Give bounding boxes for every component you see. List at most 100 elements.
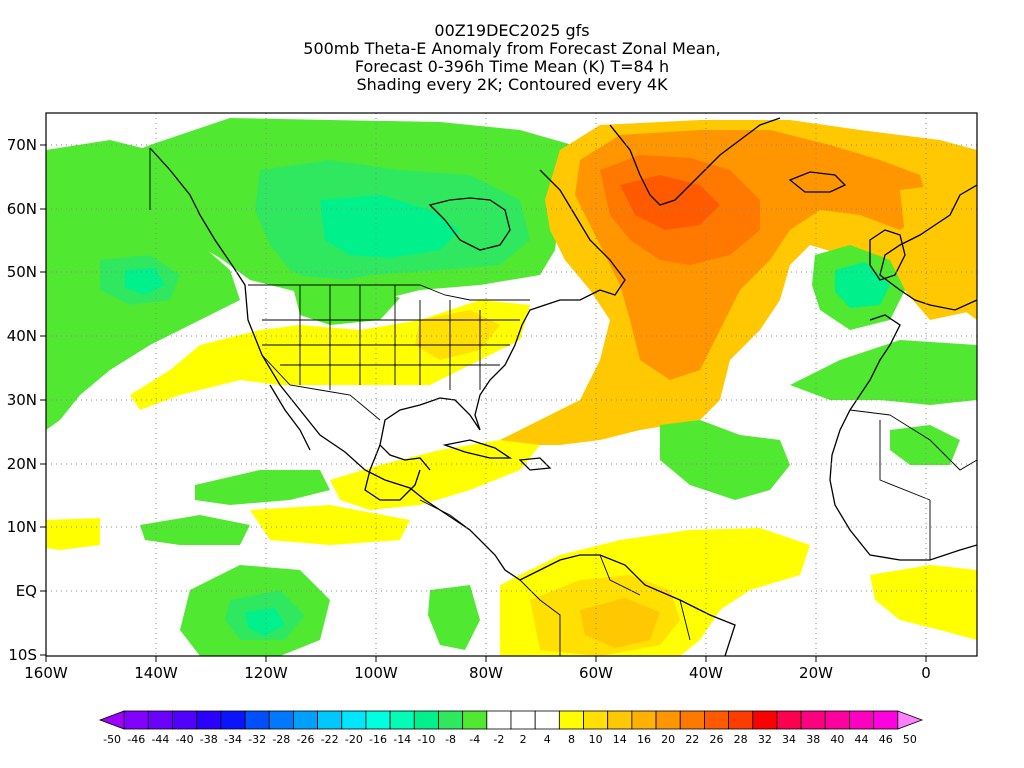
title-line-1: 00Z19DEC2025 gfs xyxy=(434,21,590,40)
title-line-3: Forecast 0-396h Time Mean (K) T=84 h xyxy=(354,57,670,76)
shading-epac-yellow-2 xyxy=(250,505,410,545)
coast-cuba xyxy=(442,439,513,459)
shading-epac-green xyxy=(195,470,330,505)
border-us-canada xyxy=(248,284,530,301)
colorbar-label: 28 xyxy=(734,733,748,746)
colorbar-boxes xyxy=(98,710,924,730)
tick-marks xyxy=(40,144,927,662)
coast-uk xyxy=(869,229,906,281)
colorbar-label: -28 xyxy=(272,733,290,746)
colorbar-swatch xyxy=(244,710,270,730)
colorbar-label: 32 xyxy=(758,733,772,746)
lon-label: 20W xyxy=(799,664,833,682)
lon-label: 140W xyxy=(134,664,178,682)
colorbar-label: -8 xyxy=(445,733,456,746)
colorbar-swatch xyxy=(123,710,149,730)
colorbar-label: -44 xyxy=(151,733,169,746)
lon-labels: 160W 140W 120W 100W 80W 60W 40W 20W 0 xyxy=(24,664,931,682)
title-line-4: Shading every 2K; Contoured every 4K xyxy=(356,75,668,94)
colorbar-swatch xyxy=(704,710,729,730)
shading-epac-yellow xyxy=(46,518,100,550)
colorbar-swatch xyxy=(558,710,584,730)
colorbar-swatch xyxy=(583,710,609,730)
colorbar-swatch xyxy=(486,710,512,730)
colorbar-label: 16 xyxy=(637,733,651,746)
border-africa xyxy=(849,409,977,560)
colorbar-swatch xyxy=(341,710,367,730)
political-boundaries xyxy=(149,148,977,656)
colorbar-swatch xyxy=(752,710,778,730)
colorbar-label: 4 xyxy=(544,733,551,746)
colorbar-label: 38 xyxy=(806,733,820,746)
colorbar-label: 8 xyxy=(568,733,575,746)
colorbar-swatch xyxy=(631,710,657,730)
colorbar-label: -14 xyxy=(393,733,411,746)
colorbar-swatch xyxy=(800,710,826,730)
colorbar-swatch xyxy=(220,710,246,730)
coast-hispaniola xyxy=(518,457,552,471)
shading-spac-cyan xyxy=(245,608,285,636)
colorbar-label: 26 xyxy=(710,733,724,746)
colorbar-swatch xyxy=(293,710,318,730)
coast-labrador xyxy=(539,169,626,296)
lon-label: 120W xyxy=(244,664,288,682)
colorbar-label: 22 xyxy=(685,733,699,746)
colorbar-swatch xyxy=(679,710,705,730)
shading-epac-green-2 xyxy=(140,515,250,545)
colorbar-swatch xyxy=(413,710,439,730)
colorbar-labels: -50 -46 -44 -40 -38 -34 -32 -28 -26 -22 -20 -16 -14-… xyxy=(103,733,917,746)
lat-labels: 70N 60N 50N 40N 30N 20N 10N EQ 10S xyxy=(7,136,37,664)
colorbar-swatch xyxy=(655,710,681,730)
coast-iberia-africa xyxy=(829,314,977,561)
coast-greenland xyxy=(609,117,781,206)
colorbar-swatch xyxy=(438,710,464,730)
lon-label: 60W xyxy=(579,664,613,682)
shading-tropatl-green xyxy=(660,420,790,500)
lat-label: 20N xyxy=(7,455,37,473)
coast-iceland xyxy=(788,171,847,193)
shading-africa-green xyxy=(890,425,960,465)
colorbar-swatch xyxy=(873,710,899,730)
colorbar-label: -46 xyxy=(127,733,145,746)
colorbar-swatch xyxy=(510,710,536,730)
colorbar-label: -34 xyxy=(224,733,242,746)
lon-label: 0 xyxy=(921,664,931,682)
colorbar-swatch xyxy=(172,710,198,730)
shading-greenland-red xyxy=(620,175,720,230)
lat-label: 30N xyxy=(7,391,37,409)
colorbar-swatch xyxy=(365,710,391,730)
coast-baja xyxy=(269,384,311,451)
lat-label: 60N xyxy=(7,200,37,218)
border-states-2 xyxy=(262,319,520,366)
shading-us-yellow-dark xyxy=(415,310,500,360)
colorbar-label: -26 xyxy=(297,733,315,746)
shading-canada-cyan xyxy=(320,195,460,258)
lat-label: 40N xyxy=(7,327,37,345)
colorbar-swatch xyxy=(607,710,633,730)
colorbar-label: 14 xyxy=(613,733,627,746)
coast-mexico-gulf xyxy=(364,444,421,501)
shading-eatl-yellow xyxy=(870,565,977,640)
coast-europe xyxy=(879,184,977,311)
colorbar-swatch xyxy=(196,710,222,730)
colorbar-label: -20 xyxy=(345,733,363,746)
lat-label: 70N xyxy=(7,136,37,154)
border-us-mexico xyxy=(261,354,381,421)
colorbar-swatch xyxy=(776,710,802,730)
colorbar-label: -50 xyxy=(103,733,121,746)
colorbar-label: 46 xyxy=(879,733,893,746)
lon-label: 160W xyxy=(24,664,68,682)
colorbar-label: -32 xyxy=(248,733,266,746)
colorbar-label: 44 xyxy=(855,733,869,746)
colorbar-swatch xyxy=(897,710,924,730)
colorbar-label: -38 xyxy=(200,733,218,746)
lat-label: 10N xyxy=(7,518,37,536)
border-states-1 xyxy=(299,285,481,390)
border-central-america xyxy=(419,499,471,531)
colorbar-swatch xyxy=(389,710,415,730)
lat-label: 10S xyxy=(8,646,37,664)
coast-us-east xyxy=(379,289,601,471)
colorbar-label: 20 xyxy=(661,733,675,746)
